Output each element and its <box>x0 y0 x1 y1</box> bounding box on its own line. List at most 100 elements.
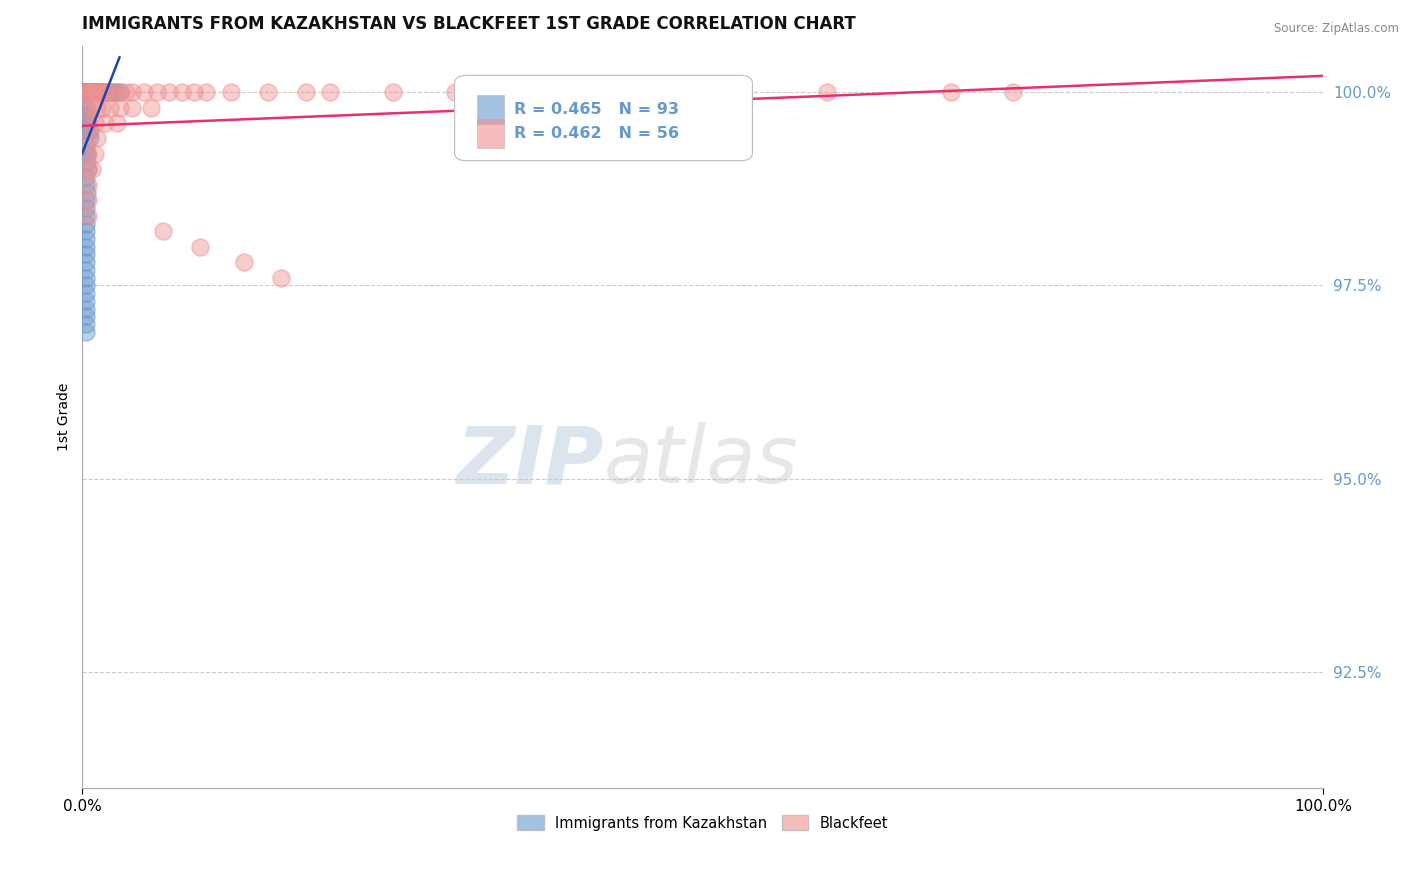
Point <box>75 85 97 99</box>
Point <box>77 85 100 99</box>
Point <box>73 85 96 99</box>
Point <box>75 217 97 231</box>
Point <box>75 85 97 99</box>
Point <box>75 85 97 99</box>
Point <box>75 247 97 261</box>
Point <box>76 108 98 122</box>
Point <box>443 85 465 99</box>
Point <box>114 85 136 99</box>
Point <box>76 154 98 169</box>
Point <box>75 278 97 293</box>
Point <box>72 85 94 99</box>
FancyBboxPatch shape <box>454 75 752 161</box>
Point <box>75 263 97 277</box>
Point <box>75 301 97 316</box>
Text: R = 0.465   N = 93: R = 0.465 N = 93 <box>515 102 679 117</box>
Point <box>76 101 98 115</box>
Point <box>75 286 97 301</box>
Point <box>75 85 97 99</box>
Point <box>105 116 128 130</box>
Point <box>75 325 97 339</box>
Point <box>79 124 101 138</box>
Point <box>157 85 180 99</box>
Text: R = 0.462   N = 56: R = 0.462 N = 56 <box>515 126 679 141</box>
Point <box>82 85 104 99</box>
Point <box>77 162 100 177</box>
Point <box>77 85 100 99</box>
Point <box>83 85 105 99</box>
Point <box>195 85 218 99</box>
Point <box>77 194 100 208</box>
Point <box>75 85 97 99</box>
Point <box>75 108 97 122</box>
Point <box>134 85 156 99</box>
Point <box>73 85 96 99</box>
Point <box>72 85 94 99</box>
Point <box>96 85 118 99</box>
Point <box>75 85 97 99</box>
Point <box>75 293 97 308</box>
Point <box>98 101 121 115</box>
Legend: Immigrants from Kazakhstan, Blackfeet: Immigrants from Kazakhstan, Blackfeet <box>512 810 894 837</box>
Point <box>86 85 108 99</box>
Text: Source: ZipAtlas.com: Source: ZipAtlas.com <box>1274 22 1399 36</box>
Point <box>76 85 98 99</box>
Point <box>75 310 97 324</box>
Point <box>75 85 97 99</box>
Point <box>90 85 112 99</box>
Point <box>79 85 101 99</box>
Point <box>505 85 527 99</box>
Point <box>75 240 97 254</box>
Point <box>75 270 97 285</box>
Point <box>83 147 105 161</box>
Point <box>108 85 131 99</box>
Point <box>270 270 292 285</box>
Point <box>91 85 114 99</box>
Point <box>84 85 107 99</box>
Point <box>73 85 96 99</box>
Point <box>75 85 97 99</box>
Point <box>86 85 108 99</box>
Point <box>79 85 101 99</box>
Point <box>257 85 280 99</box>
Point <box>76 85 98 99</box>
Point <box>77 162 100 177</box>
Point <box>91 101 114 115</box>
Point <box>76 85 98 99</box>
Point <box>75 85 97 99</box>
Text: ZIP: ZIP <box>456 423 603 500</box>
Point <box>93 116 115 130</box>
Point <box>815 85 838 99</box>
Point <box>77 209 100 223</box>
FancyBboxPatch shape <box>477 120 505 148</box>
Point <box>139 101 162 115</box>
Point <box>77 116 100 130</box>
Point <box>77 85 100 99</box>
Point <box>75 85 97 99</box>
Point <box>103 85 125 99</box>
Point <box>75 201 97 215</box>
Point <box>76 85 98 99</box>
Point <box>75 170 97 185</box>
Y-axis label: 1st Grade: 1st Grade <box>58 383 72 451</box>
Point <box>72 85 94 99</box>
Text: IMMIGRANTS FROM KAZAKHSTAN VS BLACKFEET 1ST GRADE CORRELATION CHART: IMMIGRANTS FROM KAZAKHSTAN VS BLACKFEET … <box>83 15 856 33</box>
Point <box>77 116 100 130</box>
Point <box>1002 85 1025 99</box>
Point <box>568 85 591 99</box>
FancyBboxPatch shape <box>477 95 505 124</box>
Point <box>121 101 143 115</box>
Point <box>93 85 115 99</box>
Point <box>939 85 962 99</box>
Point <box>82 101 104 115</box>
Point <box>82 85 104 99</box>
Point <box>219 85 242 99</box>
Point <box>76 147 98 161</box>
Point <box>86 101 108 115</box>
Point <box>83 116 105 130</box>
Point <box>96 85 118 99</box>
Point <box>75 85 97 99</box>
Point <box>145 85 167 99</box>
Point <box>73 85 96 99</box>
Point <box>121 85 143 99</box>
